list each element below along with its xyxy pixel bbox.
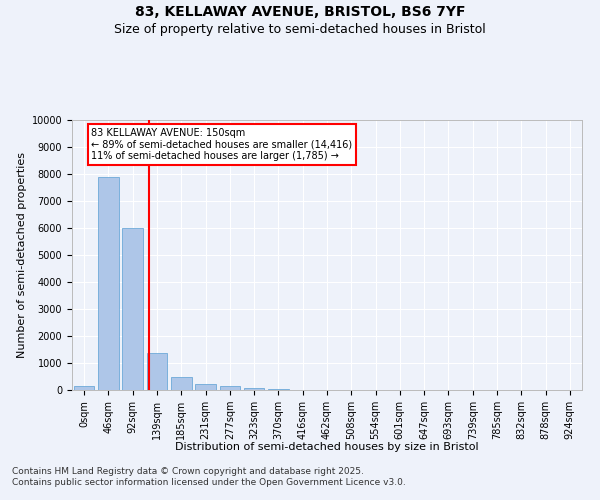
Bar <box>98 176 119 390</box>
Bar <box>268 389 289 390</box>
Text: 83, KELLAWAY AVENUE, BRISTOL, BS6 7YF: 83, KELLAWAY AVENUE, BRISTOL, BS6 7YF <box>135 5 465 19</box>
Bar <box>244 388 265 390</box>
Bar <box>74 386 94 390</box>
Text: Contains HM Land Registry data © Crown copyright and database right 2025.
Contai: Contains HM Land Registry data © Crown c… <box>12 468 406 487</box>
Bar <box>122 228 143 390</box>
Y-axis label: Number of semi-detached properties: Number of semi-detached properties <box>17 152 28 358</box>
Text: 83 KELLAWAY AVENUE: 150sqm
← 89% of semi-detached houses are smaller (14,416)
11: 83 KELLAWAY AVENUE: 150sqm ← 89% of semi… <box>91 128 353 162</box>
Bar <box>146 352 167 390</box>
Bar <box>220 386 240 390</box>
Bar <box>195 384 216 390</box>
Bar <box>171 377 191 390</box>
Text: Distribution of semi-detached houses by size in Bristol: Distribution of semi-detached houses by … <box>175 442 479 452</box>
Text: Size of property relative to semi-detached houses in Bristol: Size of property relative to semi-detach… <box>114 22 486 36</box>
